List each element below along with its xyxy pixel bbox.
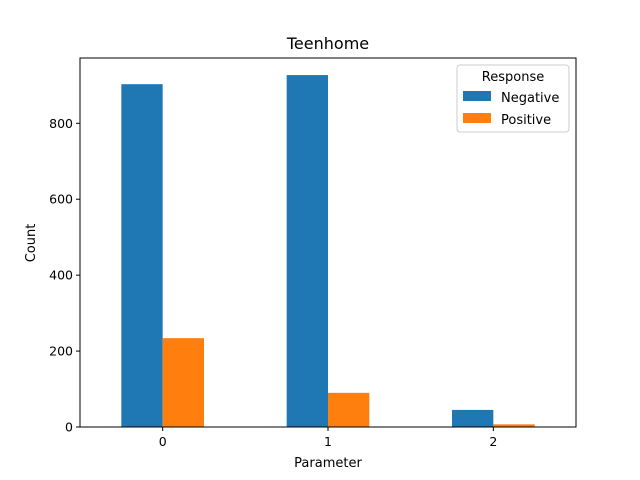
legend-title: Response	[482, 70, 544, 85]
bar-positive-1	[328, 392, 370, 427]
legend-swatch-negative	[463, 91, 491, 101]
x-tick-label-0: 0	[159, 434, 167, 449]
axes-group: 0 200 400 600 800 0 1 2	[49, 57, 577, 449]
x-tick-label-1: 1	[324, 434, 332, 449]
chart-title: Teenhome	[286, 34, 369, 53]
y-tick-label-400: 400	[49, 268, 73, 283]
legend-swatch-positive	[463, 113, 491, 123]
legend-label-negative: Negative	[501, 91, 559, 106]
y-tick-label-200: 200	[49, 344, 73, 359]
bars-group	[121, 75, 535, 427]
bar-positive-2	[493, 424, 535, 427]
y-tick-label-600: 600	[49, 192, 73, 207]
bar-negative-2	[452, 409, 494, 427]
y-axis-label: Count	[24, 224, 39, 263]
y-tick-label-800: 800	[49, 116, 73, 131]
x-axis-label: Parameter	[294, 456, 362, 471]
legend-label-positive: Positive	[501, 113, 551, 128]
y-tick-label-0: 0	[65, 420, 73, 435]
bar-negative-0	[121, 84, 163, 427]
bar-negative-1	[286, 75, 328, 427]
legend: Response Negative Positive	[456, 64, 570, 133]
x-tick-label-2: 2	[489, 434, 497, 449]
bar-positive-0	[162, 338, 204, 427]
